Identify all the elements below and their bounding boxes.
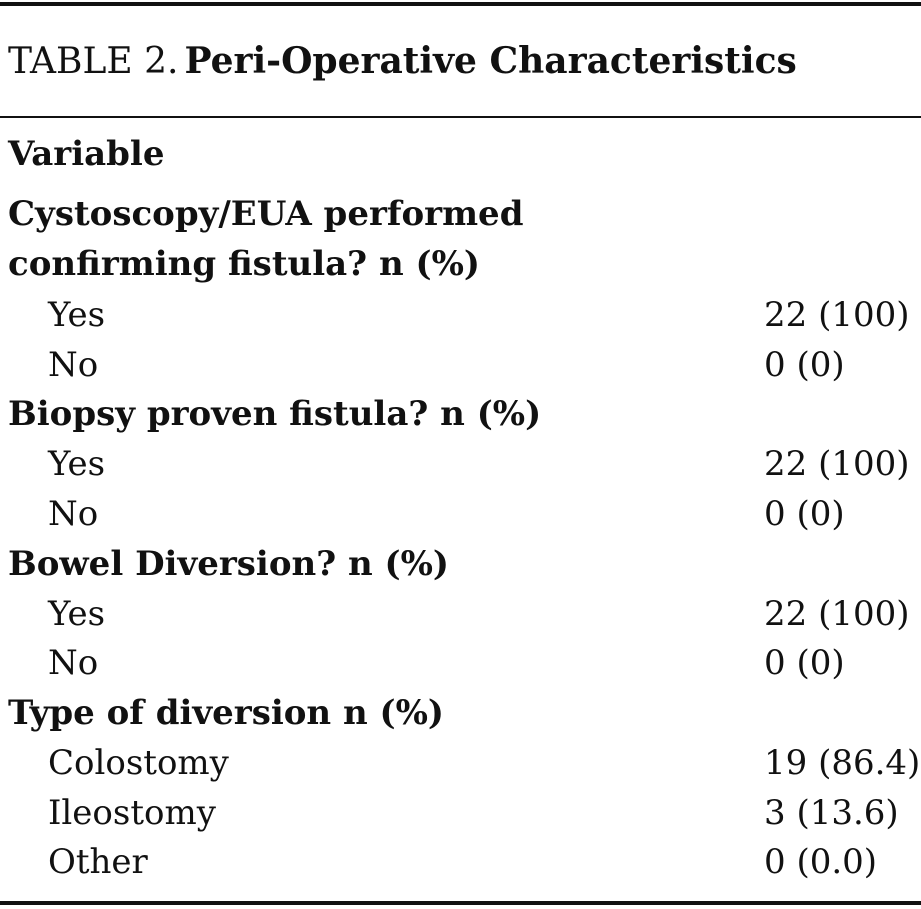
table-row: Colostomy 19 (86.4) — [0, 738, 921, 788]
table-top-rule — [0, 2, 921, 6]
table-row: Yes 22 (100) — [0, 439, 921, 489]
row-label: No — [48, 345, 99, 385]
group-heading-cystoscopy: Cystoscopy/EUA performed confirming fist… — [0, 189, 921, 289]
group-heading-label: Bowel Diversion? n (%) — [8, 544, 450, 584]
table-row: Other 0 (0.0) — [0, 837, 921, 887]
row-value: 22 (100) — [764, 295, 910, 335]
row-value: 0 (0) — [764, 494, 845, 534]
table-header-rule — [0, 116, 921, 118]
table-row: No 0 (0) — [0, 638, 921, 688]
group-heading-label: Cystoscopy/EUA performed confirming fist… — [8, 194, 524, 284]
group-heading-type-of-diversion: Type of diversion n (%) — [0, 688, 921, 738]
table-title: Peri-Operative Characteristics — [184, 40, 797, 82]
group-heading-biopsy: Biopsy proven fistula? n (%) — [0, 389, 921, 439]
column-header-variable: Variable — [8, 134, 165, 174]
row-label: Other — [48, 842, 148, 882]
row-label: Yes — [48, 444, 106, 484]
column-header-row: Variable — [0, 129, 921, 179]
row-label: Colostomy — [48, 743, 229, 783]
group-heading-label: Type of diversion n (%) — [8, 693, 445, 733]
table-row: No 0 (0) — [0, 340, 921, 390]
row-value: 3 (13.6) — [764, 793, 899, 833]
group-heading-label: Biopsy proven fistula? n (%) — [8, 394, 542, 434]
row-label: Yes — [48, 594, 106, 634]
table-bottom-rule — [0, 901, 921, 905]
table-row: Ileostomy 3 (13.6) — [0, 788, 921, 838]
table-label: TABLE 2. — [8, 41, 179, 82]
row-value: 0 (0.0) — [764, 842, 878, 882]
group-heading-bowel-diversion: Bowel Diversion? n (%) — [0, 539, 921, 589]
row-value: 22 (100) — [764, 444, 910, 484]
table-row: Yes 22 (100) — [0, 589, 921, 639]
row-label: Yes — [48, 295, 106, 335]
row-value: 22 (100) — [764, 594, 910, 634]
row-label: No — [48, 643, 99, 683]
row-value: 0 (0) — [764, 643, 845, 683]
row-label: No — [48, 494, 99, 534]
table-caption: TABLE 2. Peri-Operative Characteristics — [8, 38, 797, 85]
row-label: Ileostomy — [48, 793, 216, 833]
row-value: 19 (86.4) — [764, 743, 921, 783]
table-row: No 0 (0) — [0, 489, 921, 539]
table-row: Yes 22 (100) — [0, 290, 921, 340]
row-value: 0 (0) — [764, 345, 845, 385]
